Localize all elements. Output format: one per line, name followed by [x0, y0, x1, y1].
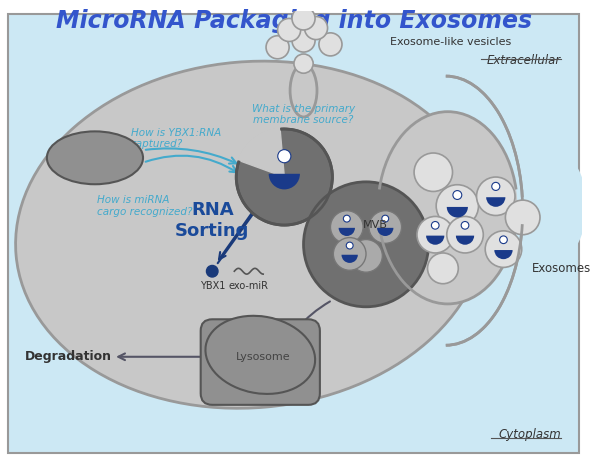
Text: Lysosome: Lysosome	[236, 352, 290, 362]
Wedge shape	[446, 134, 523, 288]
FancyBboxPatch shape	[200, 319, 320, 405]
Text: Degradation: Degradation	[25, 350, 112, 363]
Circle shape	[505, 200, 540, 235]
Circle shape	[447, 216, 483, 253]
Text: Exosomes: Exosomes	[532, 262, 592, 275]
Circle shape	[414, 153, 452, 192]
Circle shape	[431, 221, 439, 229]
Circle shape	[350, 239, 382, 272]
Wedge shape	[377, 228, 394, 236]
Ellipse shape	[16, 61, 486, 408]
Circle shape	[331, 211, 363, 244]
Circle shape	[417, 216, 454, 253]
Ellipse shape	[205, 316, 315, 394]
Circle shape	[453, 191, 462, 200]
Circle shape	[461, 221, 469, 229]
Circle shape	[500, 236, 508, 244]
Circle shape	[236, 129, 332, 225]
Wedge shape	[447, 207, 468, 218]
Ellipse shape	[47, 131, 143, 184]
Text: Endosome: Endosome	[68, 153, 122, 163]
Ellipse shape	[378, 112, 517, 304]
Text: Exosome-like vesicles: Exosome-like vesicles	[390, 38, 511, 48]
Circle shape	[304, 182, 428, 307]
Wedge shape	[338, 228, 355, 236]
Circle shape	[292, 29, 315, 52]
Circle shape	[278, 19, 301, 42]
Circle shape	[294, 54, 313, 73]
Circle shape	[485, 231, 522, 268]
Wedge shape	[486, 197, 505, 207]
Wedge shape	[494, 250, 512, 259]
Text: exo-miR: exo-miR	[229, 281, 269, 291]
Wedge shape	[491, 124, 587, 288]
Circle shape	[428, 253, 458, 284]
Text: How is YBX1:RNA
captured?: How is YBX1:RNA captured?	[131, 128, 221, 150]
Circle shape	[343, 215, 350, 222]
Wedge shape	[341, 255, 358, 263]
Circle shape	[382, 215, 389, 222]
Wedge shape	[426, 236, 445, 245]
Text: Extracellular: Extracellular	[487, 54, 561, 67]
Text: Cytoplasm: Cytoplasm	[499, 428, 561, 441]
Wedge shape	[238, 127, 284, 177]
Text: MicroRNA Packaging into Exosomes: MicroRNA Packaging into Exosomes	[56, 9, 532, 33]
Circle shape	[369, 211, 401, 244]
Circle shape	[292, 7, 315, 30]
Circle shape	[492, 182, 500, 190]
Circle shape	[206, 265, 218, 277]
Wedge shape	[269, 174, 300, 189]
Circle shape	[436, 185, 478, 227]
Circle shape	[334, 238, 366, 270]
Circle shape	[476, 177, 515, 215]
Wedge shape	[456, 236, 474, 245]
Text: RNA
Sorting: RNA Sorting	[175, 201, 250, 240]
Circle shape	[266, 36, 289, 59]
Text: YBX1: YBX1	[200, 281, 225, 291]
Text: How is miRNA
cargo recognized?: How is miRNA cargo recognized?	[97, 195, 193, 217]
Circle shape	[319, 33, 342, 56]
Circle shape	[278, 150, 291, 163]
Ellipse shape	[290, 64, 317, 117]
Text: What is the primary
membrane source?: What is the primary membrane source?	[252, 104, 355, 125]
Circle shape	[304, 17, 328, 39]
Text: MVB: MVB	[363, 220, 388, 230]
Circle shape	[346, 242, 353, 249]
